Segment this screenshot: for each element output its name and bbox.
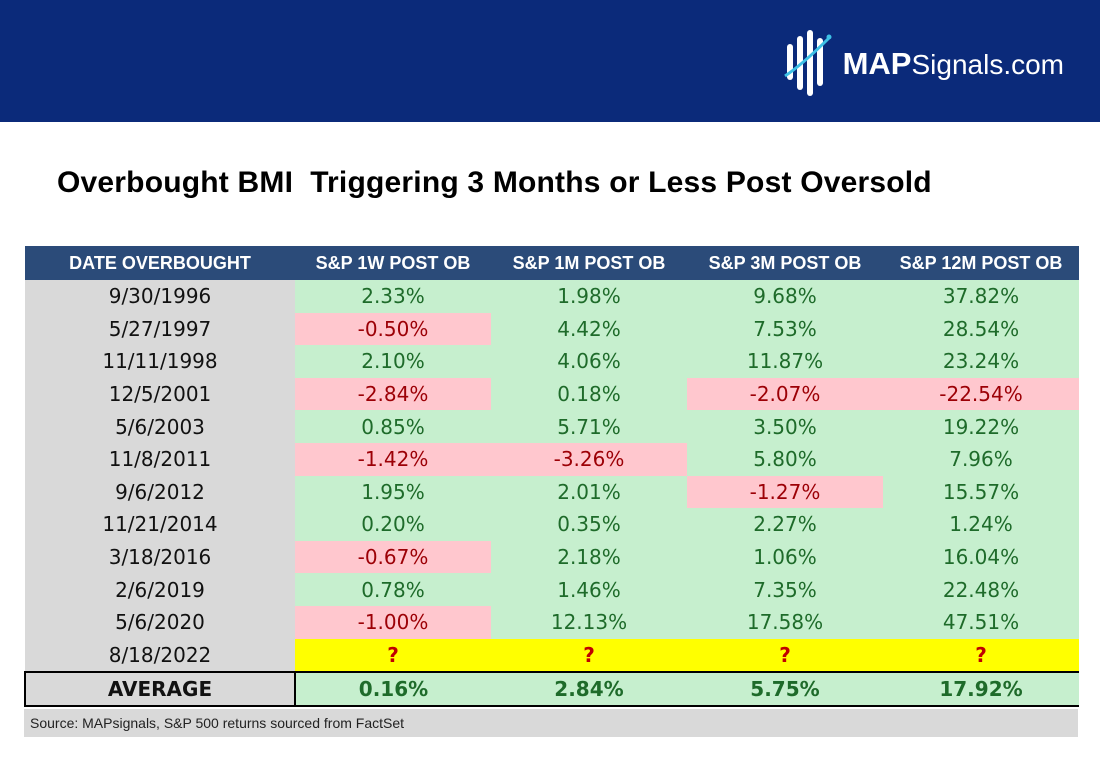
table-row: 5/6/2020 -1.00% 12.13% 17.58% 47.51% bbox=[25, 605, 1079, 639]
row-date: 9/6/2012 bbox=[25, 475, 295, 509]
return-cell: 19.22% bbox=[883, 410, 1079, 443]
table-row: 2/6/2019 0.78% 1.46% 7.35% 22.48% bbox=[25, 573, 1079, 606]
return-cell: 47.51% bbox=[883, 605, 1079, 639]
column-header: S&P 1W POST OB bbox=[295, 246, 491, 280]
table-row: 3/18/2016 -0.67% 2.18% 1.06% 16.04% bbox=[25, 540, 1079, 574]
average-row: AVERAGE 0.16% 2.84% 5.75% 17.92% bbox=[24, 671, 1079, 708]
table-header-row: DATE OVERBOUGHT S&P 1W POST OB S&P 1M POST… bbox=[25, 246, 1079, 280]
logo-text-rest: Signals.com bbox=[911, 48, 1064, 80]
logo-text-bold: MAP bbox=[842, 45, 912, 81]
return-cell: -1.42% bbox=[295, 442, 491, 476]
return-cell: 9.68% bbox=[687, 280, 883, 313]
column-header: S&P 3M POST OB bbox=[687, 246, 883, 280]
table-row: 11/21/2014 0.20% 0.35% 2.27% 1.24% bbox=[25, 508, 1079, 541]
table-row: 5/27/1997 -0.50% 4.42% 7.53% 28.54% bbox=[25, 312, 1079, 346]
return-cell: ? bbox=[687, 638, 883, 673]
return-cell: 37.82% bbox=[883, 280, 1079, 313]
return-cell: 11.87% bbox=[687, 345, 883, 378]
return-cell: -22.54% bbox=[883, 377, 1079, 411]
return-cell: 15.57% bbox=[883, 475, 1079, 509]
average-cell: 0.16% bbox=[295, 671, 491, 708]
return-cell: 1.95% bbox=[295, 475, 491, 509]
row-date: 2/6/2019 bbox=[25, 573, 295, 606]
return-cell: 7.96% bbox=[883, 442, 1079, 476]
column-header: S&P 12M POST OB bbox=[883, 246, 1079, 280]
logo-bars-icon bbox=[783, 30, 832, 96]
return-cell: 16.04% bbox=[883, 540, 1079, 574]
row-date: 8/18/2022 bbox=[25, 638, 295, 673]
return-cell: 0.78% bbox=[295, 573, 491, 606]
return-cell: ? bbox=[295, 638, 491, 673]
average-cell: 5.75% bbox=[687, 671, 883, 708]
row-date: 5/6/2020 bbox=[25, 605, 295, 639]
return-cell: 3.50% bbox=[687, 410, 883, 443]
table-row: 5/6/2003 0.85% 5.71% 3.50% 19.22% bbox=[25, 410, 1079, 443]
return-cell: 4.06% bbox=[491, 345, 687, 378]
return-cell: 0.20% bbox=[295, 508, 491, 541]
return-cell: -1.27% bbox=[687, 475, 883, 509]
return-cell: ? bbox=[491, 638, 687, 673]
table-row: 11/8/2011 -1.42% -3.26% 5.80% 7.96% bbox=[25, 442, 1079, 476]
return-cell: -1.00% bbox=[295, 605, 491, 639]
results-table-container: DATE OVERBOUGHT S&P 1W POST OB S&P 1M POST… bbox=[24, 246, 1079, 738]
source-note: Source: MAPsignals, S&P 500 returns sour… bbox=[24, 709, 1078, 738]
row-date: 11/8/2011 bbox=[25, 442, 295, 476]
return-cell: -2.84% bbox=[295, 377, 491, 411]
return-cell: 0.85% bbox=[295, 410, 491, 443]
table-row: 8/18/2022???? bbox=[25, 638, 1079, 673]
return-cell: 22.48% bbox=[883, 573, 1079, 606]
return-cell: 7.53% bbox=[687, 312, 883, 346]
row-date: 11/11/1998 bbox=[25, 345, 295, 378]
column-header: S&P 1M POST OB bbox=[491, 246, 687, 280]
return-cell: 1.24% bbox=[883, 508, 1079, 541]
return-cell: 5.71% bbox=[491, 410, 687, 443]
return-cell: 23.24% bbox=[883, 345, 1079, 378]
chart-title: Overbought BMI Triggering 3 Months or Le… bbox=[57, 166, 932, 199]
table-row: 9/6/2012 1.95% 2.01% -1.27% 15.57% bbox=[25, 475, 1079, 509]
return-cell: 2.27% bbox=[687, 508, 883, 541]
row-date: 11/21/2014 bbox=[25, 508, 295, 541]
row-date: 12/5/2001 bbox=[25, 377, 295, 411]
average-cell: 17.92% bbox=[883, 671, 1079, 708]
return-cell: 2.33% bbox=[295, 280, 491, 313]
return-cell: -0.67% bbox=[295, 540, 491, 574]
column-header: DATE OVERBOUGHT bbox=[25, 246, 295, 280]
table-body: 9/30/1996 2.33% 1.98% 9.68% 37.82% 5/27/1997-… bbox=[24, 280, 1079, 708]
return-cell: 0.35% bbox=[491, 508, 687, 541]
return-cell: 1.46% bbox=[491, 573, 687, 606]
row-date: 3/18/2016 bbox=[25, 540, 295, 574]
row-date: 5/6/2003 bbox=[25, 410, 295, 443]
return-cell: -3.26% bbox=[491, 442, 687, 476]
return-cell: 5.80% bbox=[687, 442, 883, 476]
row-date: 5/27/1997 bbox=[25, 312, 295, 346]
return-cell: 12.13% bbox=[491, 605, 687, 639]
return-cell: 2.18% bbox=[491, 540, 687, 574]
header-band: MAPSignals.com bbox=[0, 0, 1100, 122]
return-cell: 7.35% bbox=[687, 573, 883, 606]
return-cell: 1.98% bbox=[491, 280, 687, 313]
return-cell: ? bbox=[883, 638, 1079, 673]
table-row: 11/11/1998 2.10% 4.06% 11.87% 23.24% bbox=[25, 345, 1079, 378]
return-cell: 1.06% bbox=[687, 540, 883, 574]
average-label: AVERAGE bbox=[24, 671, 296, 708]
average-cell: 2.84% bbox=[491, 671, 687, 708]
return-cell: 17.58% bbox=[687, 605, 883, 639]
table-row: 12/5/2001 -2.84% 0.18% -2.07% -22.54% bbox=[25, 377, 1079, 411]
row-date: 9/30/1996 bbox=[25, 280, 295, 313]
logo-text: MAPSignals.com bbox=[843, 48, 1064, 79]
return-cell: 2.10% bbox=[295, 345, 491, 378]
return-cell: 0.18% bbox=[491, 377, 687, 411]
table-row: 9/30/1996 2.33% 1.98% 9.68% 37.82% bbox=[25, 280, 1079, 313]
mapsignals-logo[interactable]: MAPSignals.com bbox=[783, 28, 1064, 98]
return-cell: -0.50% bbox=[295, 312, 491, 346]
return-cell: 28.54% bbox=[883, 312, 1079, 346]
return-cell: -2.07% bbox=[687, 377, 883, 411]
results-table: DATE OVERBOUGHT S&P 1W POST OB S&P 1M POST… bbox=[24, 246, 1079, 708]
return-cell: 4.42% bbox=[491, 312, 687, 346]
return-cell: 2.01% bbox=[491, 475, 687, 509]
